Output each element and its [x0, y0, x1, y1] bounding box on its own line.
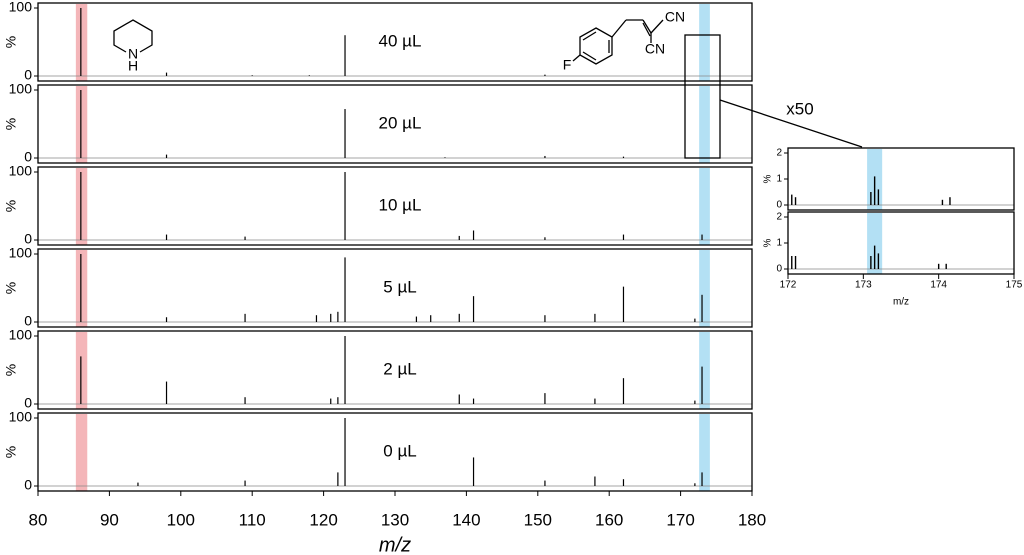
- y-axis-label: %: [3, 118, 19, 130]
- y-axis-label: %: [763, 238, 774, 247]
- y-tick-label: 0: [776, 200, 782, 211]
- bond: [642, 19, 652, 34]
- highlight-band: [75, 86, 88, 163]
- bond: [650, 19, 664, 34]
- y-tick-label: 100: [9, 81, 33, 97]
- atom-label: CN: [645, 41, 665, 57]
- plot-frame: [787, 211, 1015, 275]
- plot-frame: [37, 248, 753, 328]
- highlight-band: [75, 414, 88, 491]
- y-tick-label: 0: [24, 149, 32, 165]
- product-structure: [572, 19, 664, 65]
- y-tick-label: 0: [776, 264, 782, 275]
- y-axis-label: %: [763, 174, 774, 183]
- atom-label: F: [563, 57, 572, 73]
- atom-label: CN: [665, 9, 685, 25]
- y-tick-label: 1: [776, 174, 782, 185]
- panel-label: 40 µL: [379, 31, 422, 50]
- highlight-band: [699, 168, 710, 245]
- plot-frame: [37, 2, 753, 82]
- x-tick-label: 180: [738, 510, 766, 529]
- panel-label: 0 µL: [383, 441, 416, 460]
- y-axis-label: %: [3, 36, 19, 48]
- atom-label: H: [128, 58, 138, 74]
- y-axis-label: %: [3, 364, 19, 376]
- ring-bond: [579, 27, 613, 65]
- zoom-connector: [719, 99, 863, 148]
- y-tick-label: 100: [9, 409, 33, 425]
- y-axis-label: %: [3, 446, 19, 458]
- plot-frame: [37, 84, 753, 164]
- zoom-box: [684, 34, 721, 159]
- x-tick-label: 170: [666, 510, 694, 529]
- highlight-band: [699, 414, 710, 491]
- y-tick-label: 0: [24, 477, 32, 493]
- x-tick-label: 140: [452, 510, 480, 529]
- y-tick-label: 100: [9, 245, 33, 261]
- x-tick-label: 130: [381, 510, 409, 529]
- x-tick-label: 173: [855, 280, 872, 291]
- y-tick-label: 2: [776, 212, 782, 223]
- y-tick-label: 0: [24, 231, 32, 247]
- y-axis-label: %: [3, 200, 19, 212]
- atom-label: N: [128, 46, 138, 62]
- x-tick-label: 100: [167, 510, 195, 529]
- y-tick-label: 0: [24, 67, 32, 83]
- bond: [572, 54, 581, 62]
- highlight-band: [75, 250, 88, 327]
- x-tick-label: 150: [524, 510, 552, 529]
- ring-bond: [582, 51, 597, 61]
- x-tick-label: 80: [29, 510, 48, 529]
- plot-frame: [787, 147, 1015, 211]
- highlight-band: [699, 86, 710, 163]
- x-tick-label: 90: [100, 510, 119, 529]
- highlight-band: [75, 168, 88, 245]
- bond: [611, 19, 627, 38]
- highlight-band: [699, 4, 710, 81]
- ring-bond: [582, 31, 597, 41]
- panel-label: 20 µL: [379, 113, 422, 132]
- y-tick-label: 1: [776, 238, 782, 249]
- highlight-band: [75, 4, 88, 81]
- x-tick-label: 174: [930, 280, 947, 291]
- y-tick-label: 100: [9, 163, 33, 179]
- x-tick-label: 175: [1006, 280, 1023, 291]
- panel-label: 5 µL: [383, 277, 416, 296]
- x-axis-label: m/z: [893, 297, 909, 308]
- x-axis-label: m/z: [379, 534, 411, 555]
- highlight-band: [75, 332, 88, 409]
- highlight-band: [699, 250, 710, 327]
- x-tick-label: 172: [780, 280, 797, 291]
- x-tick-label: 160: [595, 510, 623, 529]
- piperidine-structure: [113, 19, 153, 53]
- y-tick-label: 100: [9, 0, 33, 15]
- panel-label: 2 µL: [383, 359, 416, 378]
- x-tick-label: 120: [309, 510, 337, 529]
- y-axis-label: %: [3, 282, 19, 294]
- bond: [642, 22, 651, 37]
- y-tick-label: 100: [9, 327, 33, 343]
- ring-bond: [113, 19, 153, 53]
- x-tick-label: 110: [239, 510, 266, 529]
- y-tick-label: 2: [776, 148, 782, 159]
- y-tick-label: 0: [24, 313, 32, 329]
- y-tick-label: 0: [24, 395, 32, 411]
- plot-frame: [37, 166, 753, 246]
- panel-label: 10 µL: [379, 195, 422, 214]
- plot-frame: [37, 330, 753, 410]
- highlight-band: [699, 332, 710, 409]
- magnification-label: x50: [786, 99, 813, 118]
